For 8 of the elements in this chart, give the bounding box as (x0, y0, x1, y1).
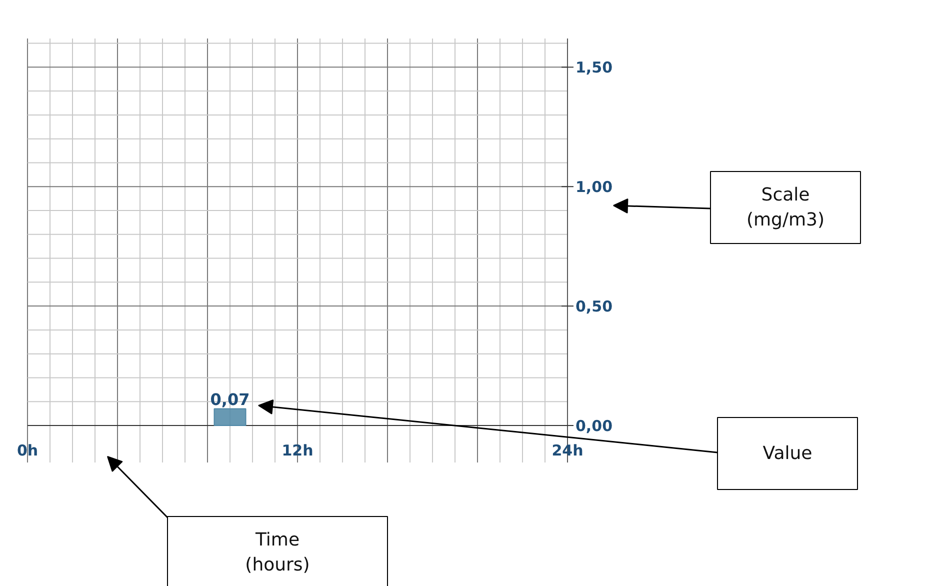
y-tick-label: 1,50 (576, 58, 613, 77)
data-label: 0,07 (210, 390, 250, 409)
text: Scale (mg/m3) (746, 184, 825, 231)
y-tick-label: 1,00 (576, 178, 613, 196)
y-tick-label: 0,50 (576, 298, 613, 316)
text: Time (hours) (245, 529, 310, 576)
text: Value (762, 443, 812, 464)
y-tick-label: 0,00 (576, 417, 613, 435)
